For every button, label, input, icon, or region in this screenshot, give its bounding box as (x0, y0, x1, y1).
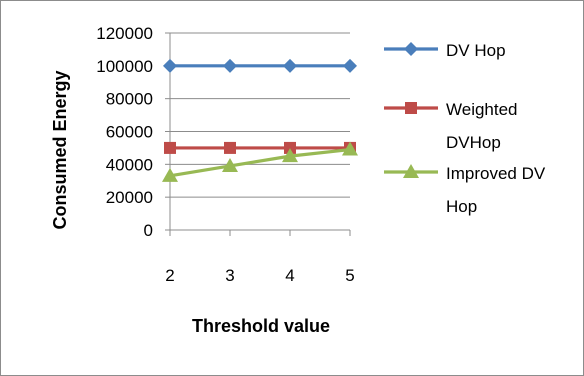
axes (165, 32, 351, 236)
legend: DV Hop Weighted DVHop Improved DV Hop (384, 41, 546, 216)
legend-marker (405, 102, 417, 114)
legend-label: DVHop (446, 133, 501, 152)
data-point (224, 141, 236, 154)
y-tick-label: 100000 (96, 57, 153, 76)
legend-label: Improved DV (446, 164, 546, 183)
data-point (282, 148, 298, 163)
series-group (162, 58, 358, 182)
x-tick-label: 5 (345, 266, 354, 285)
data-point (342, 141, 358, 156)
y-axis-title: Consumed Energy (50, 70, 70, 229)
data-point (162, 167, 178, 182)
y-tick-labels: 0 20000 40000 60000 80000 100000 120000 (96, 24, 153, 240)
y-tick-label: 40000 (106, 155, 153, 174)
legend-marker (403, 164, 419, 178)
x-tick-label: 4 (285, 266, 294, 285)
x-tick-labels: 2 3 4 5 (165, 266, 354, 285)
series-line-2 (169, 147, 351, 178)
y-tick-label: 80000 (106, 90, 153, 109)
legend-marker (404, 42, 418, 56)
x-axis-title: Threshold value (192, 316, 330, 336)
x-tick-label: 3 (225, 266, 234, 285)
y-tick-label: 0 (144, 221, 153, 240)
y-tick-label: 20000 (106, 188, 153, 207)
x-tick-label: 2 (165, 266, 174, 285)
data-point (164, 141, 176, 154)
data-point (283, 58, 297, 73)
data-point (284, 141, 296, 154)
y-tick-label: 120000 (96, 24, 153, 43)
legend-label: Hop (446, 197, 477, 216)
data-point (163, 58, 177, 73)
data-point (343, 58, 357, 73)
legend-label: Weighted (446, 100, 518, 119)
data-point (223, 58, 237, 73)
legend-label: DV Hop (446, 41, 506, 60)
data-point (222, 157, 238, 172)
y-tick-label: 60000 (106, 123, 153, 142)
